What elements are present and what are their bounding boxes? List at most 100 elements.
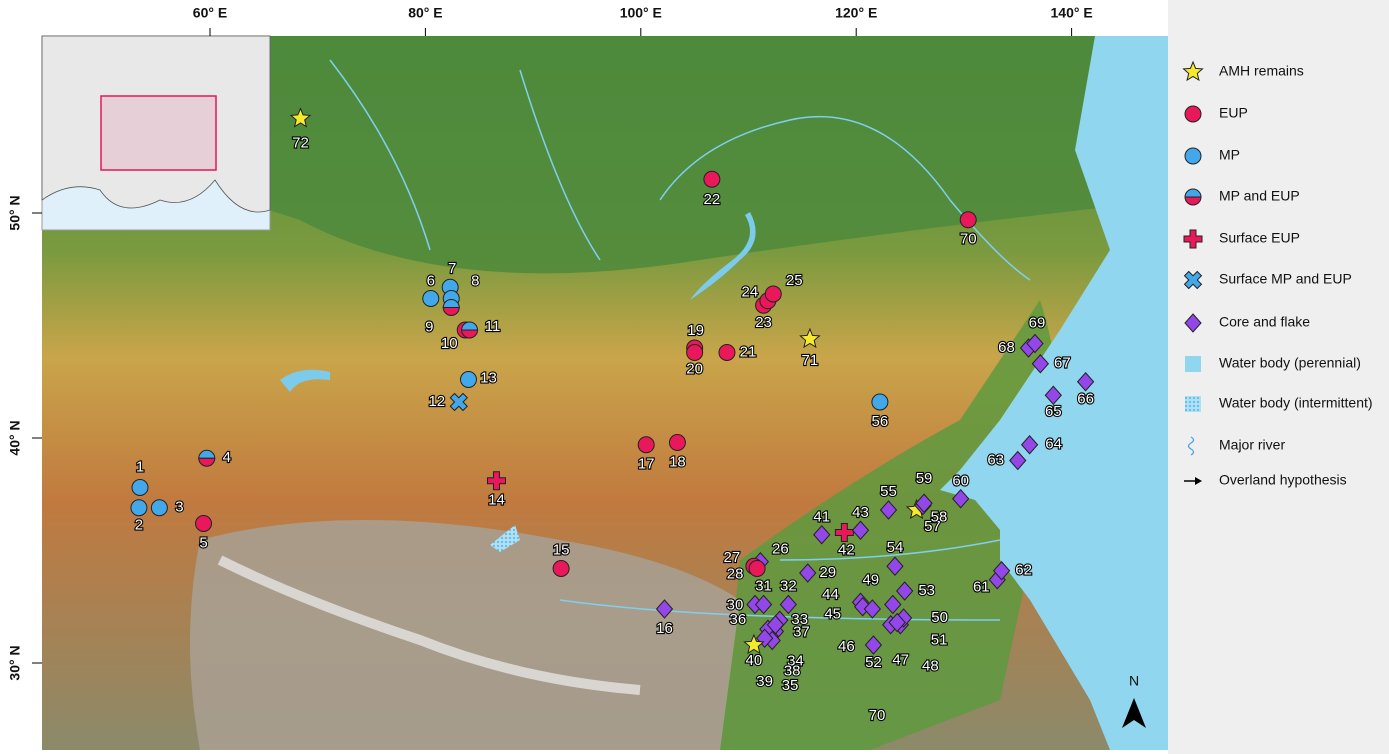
marker-part [1182, 60, 1204, 82]
site-label: 57 [924, 518, 941, 535]
site-label: 24 [742, 284, 759, 301]
site-label: 48 [922, 658, 939, 675]
marker-core [813, 524, 831, 545]
lat-tick-label: 50° N [7, 195, 23, 230]
marker-part [864, 635, 883, 655]
marker-part [1031, 353, 1050, 374]
site-label: 28 [727, 565, 744, 582]
marker-part [637, 436, 655, 454]
tibetan-plateau [190, 520, 740, 750]
legend-label: Overland hypothesis [1219, 472, 1347, 488]
marker-part [655, 599, 674, 619]
marker-mp [422, 290, 440, 307]
marker-core [884, 594, 902, 615]
marker-core [754, 594, 773, 615]
marker-mp [871, 393, 889, 411]
site-label: 34 [787, 652, 804, 669]
marker-part [895, 581, 914, 601]
lake-baikal [690, 212, 756, 300]
marker-mp [131, 479, 149, 496]
site-label: 68 [998, 339, 1015, 356]
marker-mpeup [442, 299, 460, 316]
legend-label: EUP [1219, 105, 1248, 121]
marker-part [851, 520, 870, 541]
marker-part [459, 371, 477, 388]
site-label: 58 [931, 508, 948, 525]
legend-label: Major river [1219, 437, 1285, 453]
marker-core [799, 563, 817, 583]
marker-part [1185, 396, 1201, 412]
site-label: 52 [865, 654, 882, 671]
marker-part [779, 594, 798, 615]
site-label: 5 [199, 534, 207, 551]
marker-core [863, 599, 882, 619]
marker-eup [195, 515, 213, 532]
legend-panel [1168, 0, 1389, 754]
marker-eup [552, 560, 570, 577]
marker-mp [459, 371, 477, 388]
site-label: 67 [1054, 355, 1071, 372]
lat-tick-label: 40° N [7, 420, 23, 455]
marker-eup [748, 560, 766, 577]
marker-core [779, 594, 798, 615]
marker-core [1020, 434, 1039, 455]
site-label: 59 [916, 470, 933, 487]
site-label: 4 [223, 449, 231, 466]
marker-core [1026, 333, 1044, 354]
marker-core [864, 635, 883, 655]
marker-mp [130, 499, 148, 517]
marker-amh [289, 107, 312, 128]
marker-part [1184, 188, 1202, 198]
site-label: 19 [687, 322, 704, 339]
legend-label: Core and flake [1219, 314, 1310, 330]
marker-part [195, 515, 213, 532]
site-label: 7 [448, 260, 456, 277]
marker-surf-eup [834, 523, 854, 542]
marker-eup [637, 436, 655, 454]
marker-part [1076, 371, 1095, 392]
marker-amh [743, 633, 765, 655]
marker-core [895, 581, 914, 601]
marker-part [952, 488, 970, 509]
marker-part [442, 299, 460, 308]
lat-tick-label: 30° N [7, 645, 23, 680]
site-label: 31 [755, 577, 772, 594]
site-label: 64 [1045, 436, 1062, 453]
marker-part [289, 107, 312, 128]
site-label: 32 [780, 577, 797, 594]
marker-part [668, 434, 686, 451]
site-label: 66 [1077, 391, 1094, 408]
site-label: 2 [135, 517, 143, 534]
legend-label: MP and EUP [1219, 188, 1300, 204]
marker-part [1185, 356, 1201, 372]
legend-label: AMH remains [1219, 63, 1304, 79]
site-label: 70 [869, 707, 886, 724]
site-label: 36 [730, 611, 747, 628]
site-label: 17 [638, 456, 655, 473]
site-label: 43 [852, 504, 869, 521]
site-label: 49 [862, 571, 879, 588]
marker-part [130, 499, 148, 517]
site-label: 54 [887, 539, 904, 556]
site-label: 6 [427, 272, 435, 289]
site-label: 35 [782, 677, 799, 694]
lake-intermittent [490, 525, 520, 552]
north-label: N [1129, 673, 1139, 689]
marker-part [754, 594, 773, 615]
site-label: 14 [488, 492, 505, 509]
lon-tick-label: 120° E [835, 5, 877, 21]
marker-core [992, 560, 1011, 581]
marker-part [422, 290, 440, 307]
site-label: 16 [656, 620, 673, 637]
marker-part [461, 329, 479, 339]
site-label: 72 [292, 134, 309, 151]
marker-part [198, 449, 216, 459]
marker-part [766, 614, 785, 635]
marker-part [686, 344, 704, 361]
marker-part [879, 500, 898, 520]
marker-core [879, 500, 898, 520]
marker-part [1044, 385, 1062, 406]
marker-river [1187, 436, 1195, 456]
marker-part [1184, 105, 1202, 123]
